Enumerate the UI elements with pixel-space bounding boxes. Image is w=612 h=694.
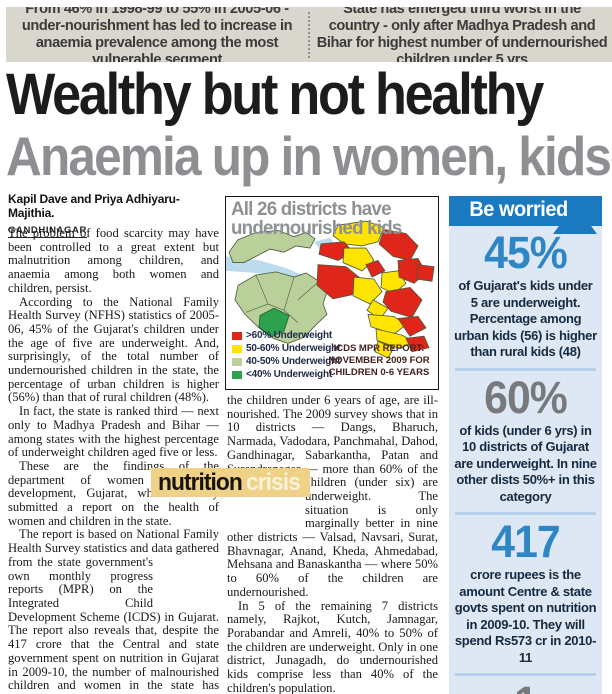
byline: Kapil Dave and Priya Adhiyaru-Majithia. …	[8, 192, 223, 238]
sidebar-header: Be worried	[449, 196, 602, 226]
paragraph: In fact, the state is ranked third — nex…	[8, 404, 219, 460]
sidebar-header-label: Be worried	[469, 198, 568, 221]
legend-swatch-green	[232, 370, 242, 379]
paragraph: According to the National Family Health …	[8, 294, 219, 405]
top-banner: From 46% in 1998-99 to 55% in 2005-06 - …	[6, 7, 612, 62]
paragraph: In 5 of the remaining 7 districts namely…	[227, 598, 438, 694]
banner-statement-right: State has emerged third worst in the cou…	[316, 7, 608, 62]
headline-sub: Anaemia up in women, kids	[6, 125, 612, 187]
legend-row: 50-60% Underweight	[232, 342, 340, 355]
sidebar-divider	[455, 512, 596, 515]
byline-dateline: GANDHINAGAR	[8, 225, 87, 238]
legend-row: >60% Underweight	[232, 329, 340, 342]
paragraph-text: the children under 6 years of age, are i…	[227, 394, 438, 490]
text-wrap-spacer	[157, 556, 219, 599]
map-legend: >60% Underweight 50-60% Underweight 40-5…	[232, 329, 340, 381]
banner-statement-left: From 46% in 1998-99 to 55% in 2005-06 - …	[21, 7, 293, 62]
legend-row: <40% Underweight	[232, 368, 340, 381]
legend-label: >60% Underweight	[246, 330, 332, 341]
stat-description: of kids (under 6 yrs) in 10 districts of…	[454, 422, 597, 504]
gujarat-district-map	[226, 220, 435, 359]
nutrition-word: nutrition	[158, 469, 243, 496]
paragraph: The problem of food scarcity may have be…	[8, 227, 219, 295]
nutrition-crisis-tag: nutrition crisis	[151, 468, 311, 497]
paragraph-text: The report is based on National Family H…	[8, 527, 219, 556]
paragraph-text: (under six) are underweight. The situati…	[227, 475, 438, 599]
paragraph: the children under 6 years of age, are i…	[227, 394, 438, 600]
legend-row: 40-50% Underweight	[232, 355, 340, 368]
sidebar-stat-item: 1 district, Junagadh has healthiest kids…	[449, 680, 602, 694]
legend-label: 50-60% Underweight	[246, 343, 341, 354]
stat-value: 45%	[484, 227, 568, 278]
sidebar-divider	[455, 673, 596, 676]
sidebar-stat-item: 417 crore rupees is the amount Centre & …	[449, 516, 602, 666]
legend-label: 40-50% Underweight	[246, 356, 341, 367]
banner-dotted-divider	[308, 11, 312, 58]
legend-label: <40% Underweight	[246, 369, 332, 380]
legend-swatch-yellow	[232, 344, 242, 353]
map-infographic: All 26 districts have undernourished kid…	[225, 196, 439, 390]
sidebar-stat-item: 45% of Gujarat's kids under 5 are underw…	[449, 227, 602, 361]
stat-value: 60%	[484, 371, 568, 423]
headline-main: Wealthy but not healthy	[6, 62, 544, 127]
legend-swatch-red	[232, 331, 242, 340]
paragraph: The report is based on National Family H…	[8, 528, 219, 694]
stat-description: of Gujarat's kids under 5 are underweigh…	[454, 278, 597, 359]
paragraph-text: from the state government's own monthly …	[8, 554, 219, 694]
sidebar-divider	[455, 367, 596, 371]
be-worried-sidebar: Be worried 45% of Gujarat's kids under 5…	[449, 196, 602, 694]
crisis-word: crisis	[246, 469, 301, 496]
byline-authors: Kapil Dave and Priya Adhiyaru-Majithia.	[8, 192, 180, 220]
article-column-2: the children under 6 years of age, are i…	[227, 394, 438, 694]
legend-swatch-lightgreen	[232, 357, 242, 366]
stat-value: 1	[453, 680, 598, 694]
map-title: All 26 districts have undernourished kid…	[231, 198, 402, 239]
article-column-1: The problem of food scarcity may have be…	[8, 227, 219, 694]
sidebar-stat-item: 60% of kids (under 6 yrs) in 10 district…	[449, 371, 602, 506]
map-source-note: ICDS MPR REPORT: NOVEMBER 2009 FOR CHILD…	[328, 343, 430, 378]
stat-description: crore rupees is the amount Centre & stat…	[454, 567, 597, 665]
stat-value: 417	[491, 516, 560, 567]
